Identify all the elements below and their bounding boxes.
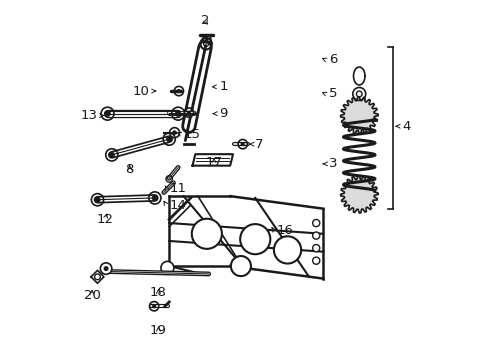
Circle shape — [273, 236, 301, 264]
Polygon shape — [340, 97, 377, 134]
Circle shape — [312, 220, 319, 226]
Text: 11: 11 — [169, 182, 186, 195]
Text: 3: 3 — [328, 157, 337, 170]
Circle shape — [177, 89, 181, 93]
Circle shape — [191, 219, 222, 249]
Circle shape — [230, 256, 250, 276]
Text: 6: 6 — [328, 53, 336, 66]
Circle shape — [175, 111, 181, 117]
Circle shape — [104, 111, 110, 117]
Text: 10: 10 — [132, 85, 149, 98]
Circle shape — [240, 224, 270, 254]
Text: 5: 5 — [328, 87, 337, 100]
Text: 7: 7 — [255, 138, 263, 150]
Circle shape — [204, 37, 208, 41]
Text: 12: 12 — [96, 213, 113, 226]
Text: 14: 14 — [169, 199, 186, 212]
Text: 8: 8 — [125, 163, 134, 176]
Text: 17: 17 — [205, 156, 222, 168]
Circle shape — [166, 136, 172, 142]
Circle shape — [152, 304, 156, 308]
Circle shape — [100, 263, 112, 274]
Circle shape — [312, 232, 319, 239]
Circle shape — [186, 111, 191, 115]
Text: 4: 4 — [402, 120, 410, 133]
Circle shape — [312, 257, 319, 264]
Text: 1: 1 — [219, 80, 227, 93]
Text: 9: 9 — [219, 107, 227, 120]
Circle shape — [312, 244, 319, 252]
Circle shape — [94, 274, 100, 280]
Circle shape — [95, 197, 100, 202]
Circle shape — [161, 261, 174, 274]
Text: 20: 20 — [83, 289, 101, 302]
Text: 2: 2 — [201, 14, 209, 27]
Text: 13: 13 — [81, 109, 97, 122]
Circle shape — [172, 130, 177, 135]
Circle shape — [240, 142, 244, 146]
Polygon shape — [340, 176, 377, 213]
Text: 15: 15 — [183, 127, 200, 141]
Circle shape — [103, 266, 108, 271]
Circle shape — [109, 152, 114, 158]
Text: 16: 16 — [276, 224, 293, 237]
Text: 19: 19 — [150, 324, 166, 337]
Circle shape — [152, 195, 157, 201]
Text: 18: 18 — [150, 287, 166, 300]
